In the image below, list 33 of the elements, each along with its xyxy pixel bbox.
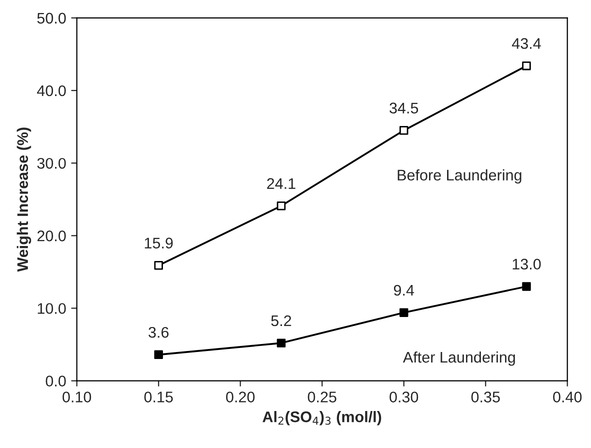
y-tick-label: 30.0 bbox=[37, 158, 66, 169]
data-label: 3.6 bbox=[148, 326, 169, 338]
data-label: 24.1 bbox=[267, 178, 296, 189]
x-tick-label: 0.25 bbox=[308, 392, 336, 402]
data-label: 9.4 bbox=[394, 284, 414, 296]
point bbox=[154, 261, 163, 270]
data-label: 34.5 bbox=[390, 102, 418, 114]
data-label: 43.4 bbox=[512, 38, 541, 49]
x-tick-label: 0.15 bbox=[144, 392, 173, 402]
data-label: 13.0 bbox=[512, 258, 541, 270]
data-label: 15.9 bbox=[144, 238, 173, 248]
y-tick-label: 10.0 bbox=[38, 303, 66, 314]
point bbox=[522, 61, 531, 70]
x-tick-label: 0.40 bbox=[553, 392, 582, 402]
data-label: 5.2 bbox=[271, 315, 292, 326]
x-tick-label: 0.30 bbox=[390, 392, 418, 402]
x-axis-title: Al$_{2}$(SO$_{4}$)$_{3}$ (mol/l) bbox=[262, 411, 382, 426]
point bbox=[154, 350, 163, 360]
text: After Laundering bbox=[402, 351, 515, 366]
y-tick-label: 0.0 bbox=[46, 376, 66, 386]
x-tick-label: 0.20 bbox=[226, 392, 255, 402]
y-axis-title: Weight Increase (%) bbox=[16, 128, 32, 272]
point bbox=[276, 338, 286, 348]
series-label: Before Laundering bbox=[398, 169, 522, 184]
y-tick-label: 50.0 bbox=[37, 12, 66, 24]
point bbox=[399, 308, 408, 317]
x-tick-label: 0.35 bbox=[471, 392, 500, 402]
point bbox=[522, 282, 531, 291]
y-tick-label: 40.0 bbox=[37, 85, 66, 96]
x-tick-label: 0.10 bbox=[62, 392, 92, 402]
y-tick-label: 20.0 bbox=[37, 230, 66, 242]
point bbox=[399, 126, 408, 135]
point bbox=[276, 202, 286, 210]
